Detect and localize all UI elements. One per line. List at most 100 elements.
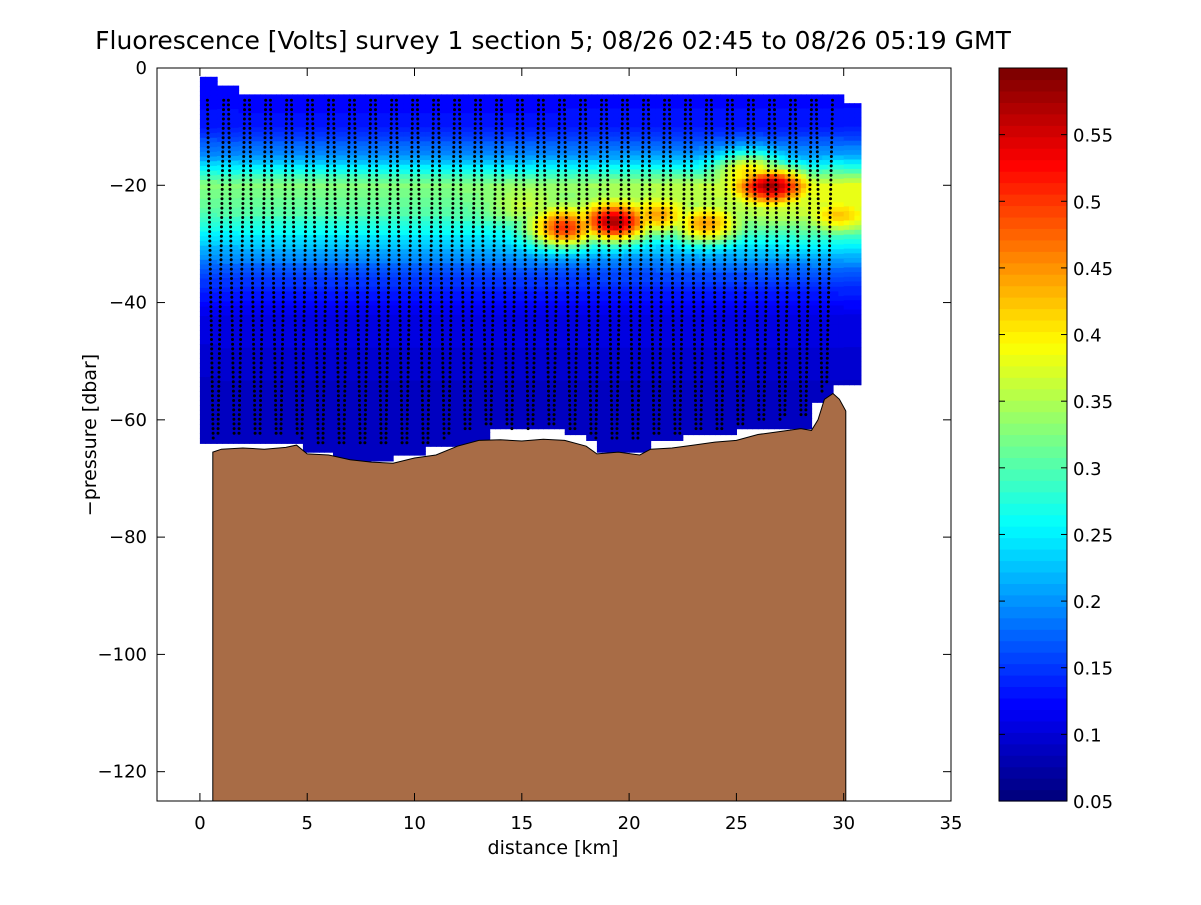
heatmap-cell (393, 286, 400, 293)
heatmap-cell (403, 375, 410, 382)
heatmap-cell (484, 225, 491, 232)
heatmap-cell (349, 282, 356, 288)
heatmap-cell (494, 394, 501, 400)
heatmap-cell (435, 305, 442, 311)
heatmap-cell (430, 394, 437, 400)
heatmap-cell (446, 441, 453, 447)
heatmap-cell (205, 76, 212, 83)
heatmap-cell (243, 108, 250, 114)
heatmap-cell (243, 169, 250, 175)
heatmap-cell (329, 418, 334, 424)
heatmap-cell (516, 183, 523, 189)
heatmap-cell (281, 361, 288, 368)
heatmap-cell (286, 300, 293, 307)
heatmap-cell (446, 94, 453, 100)
heatmap-cell (254, 352, 261, 358)
heatmap-cell (222, 348, 229, 354)
heatmap-cell (391, 314, 394, 321)
heatmap-cell (238, 314, 245, 321)
heatmap-cell (473, 343, 480, 349)
heatmap-cell (391, 389, 394, 396)
heatmap-cell (446, 239, 453, 246)
heatmap-cell (468, 145, 475, 152)
heatmap-cell (521, 347, 528, 353)
heatmap-cell (297, 188, 304, 194)
heatmap-cell (516, 319, 523, 325)
heatmap-cell (227, 282, 234, 288)
heatmap-cell (419, 206, 426, 213)
heatmap-cell (349, 347, 356, 353)
heatmap-cell (302, 164, 309, 171)
heatmap-cell (249, 432, 256, 438)
heatmap-cell (227, 409, 234, 415)
heatmap-cell (391, 244, 394, 250)
heatmap-cell (370, 94, 377, 100)
heatmap-cell (286, 197, 293, 203)
heatmap-cell (441, 225, 448, 232)
heatmap-cell (254, 160, 261, 166)
heatmap-cell (365, 347, 372, 353)
heatmap-cell (489, 150, 496, 156)
heatmap-cell (243, 131, 250, 138)
heatmap-cell (302, 385, 309, 391)
heatmap-cell (332, 418, 339, 424)
heatmap-cell (516, 235, 523, 241)
heatmap-cell (302, 333, 309, 339)
heatmap-cell (425, 249, 432, 255)
heatmap-cell (500, 352, 507, 358)
heatmap-cell (409, 249, 416, 255)
heatmap-cell (409, 446, 416, 452)
heatmap-cell (457, 258, 464, 264)
heatmap-cell (516, 113, 523, 119)
heatmap-cell (516, 385, 523, 391)
heatmap-cell (457, 394, 464, 400)
heatmap-cell (430, 408, 437, 414)
heatmap-cell (254, 291, 261, 297)
heatmap-cell (270, 343, 277, 349)
heatmap-cell (446, 141, 453, 147)
heatmap-cell (527, 258, 534, 264)
heatmap-cell (446, 122, 453, 128)
heatmap-cell (393, 155, 400, 161)
heatmap-cell (281, 253, 288, 260)
heatmap-cell (324, 389, 331, 396)
heatmap-cell (441, 338, 448, 344)
heatmap-cell (521, 394, 528, 400)
heatmap-cell (532, 221, 539, 227)
heatmap-cell (199, 306, 206, 312)
heatmap-cell (217, 249, 224, 256)
heatmap-cell (233, 113, 240, 120)
heatmap-cell (452, 413, 459, 419)
heatmap-cell (527, 338, 534, 344)
heatmap-cell (398, 371, 405, 377)
heatmap-cell (511, 131, 518, 138)
heatmap-cell (391, 291, 394, 297)
heatmap-cell (473, 371, 480, 377)
heatmap-cell (354, 399, 361, 405)
heatmap-cell (441, 314, 448, 321)
heatmap-cell (302, 221, 309, 227)
heatmap-cell (505, 272, 512, 278)
heatmap-cell (210, 184, 217, 190)
heatmap-cell (359, 244, 366, 250)
heatmap-cell (430, 310, 437, 316)
heatmap-cell (386, 145, 393, 152)
heatmap-cell (462, 357, 469, 363)
heatmap-cell (414, 258, 421, 264)
heatmap-cell (527, 352, 534, 358)
heatmap-cell (381, 225, 388, 232)
heatmap-cell (484, 427, 491, 433)
heatmap-cell (511, 324, 518, 330)
heatmap-cell (505, 141, 512, 147)
heatmap-cell (457, 206, 464, 213)
heatmap-cell (238, 150, 245, 156)
heatmap-cell (494, 239, 501, 246)
heatmap-cell (484, 211, 491, 217)
heatmap-cell (419, 352, 426, 358)
heatmap-cell (227, 296, 234, 302)
heatmap-cell (308, 267, 315, 274)
heatmap-cell (329, 253, 334, 260)
heatmap-cell (457, 343, 464, 349)
heatmap-cell (409, 432, 416, 438)
heatmap-cell (393, 235, 400, 241)
